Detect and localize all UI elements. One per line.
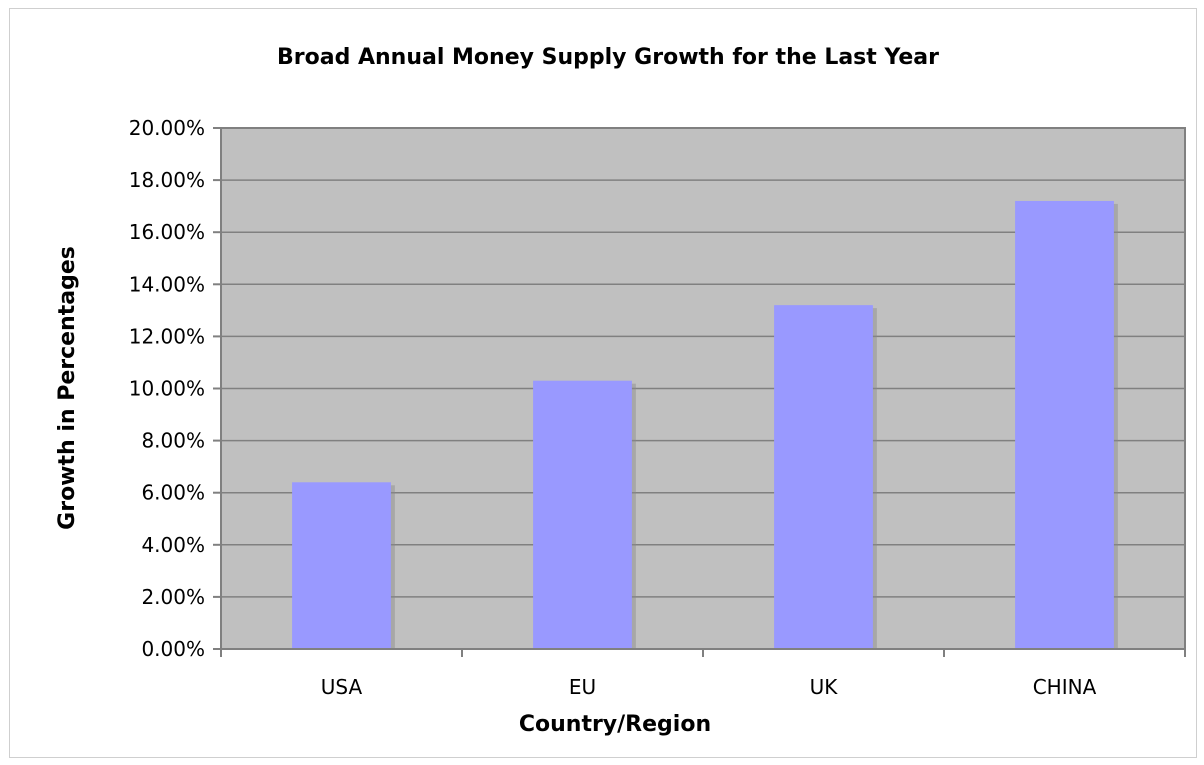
chart-title: Broad Annual Money Supply Growth for the… [277,45,939,70]
y-tick-label: 18.00% [129,168,205,192]
x-tick-label: USA [321,675,363,699]
y-tick-label: 14.00% [129,272,205,296]
y-tick-label: 16.00% [129,220,205,244]
y-tick-label: 10.00% [129,377,205,401]
bar-usa [292,482,391,649]
bar-china [1015,200,1114,649]
bar-eu [533,380,632,649]
y-tick-label: 12.00% [129,324,205,348]
y-tick-label: 2.00% [141,585,205,609]
x-tick-label: CHINA [1033,675,1097,699]
x-axis-title: Country/Region [519,712,711,737]
axes [213,127,1186,657]
x-tick-label: UK [810,675,839,699]
y-tick-label: 8.00% [141,429,205,453]
y-tick-label: 4.00% [141,533,205,557]
y-tick-labels: 0.00% 2.00% 4.00% 6.00% 8.00% 10.00% 12.00% 14.… [129,116,205,661]
y-tick-label: 20.00% [129,116,205,140]
y-tick-label: 6.00% [141,481,205,505]
y-tick-label: 0.00% [141,637,205,661]
chart-container: Broad Annual Money Supply Growth for the… [9,8,1197,758]
bar-chart: Broad Annual Money Supply Growth for the… [55,45,1186,737]
bars [292,200,1118,649]
x-tick-label: EU [569,675,596,699]
y-axis-title: Growth in Percentages [55,246,80,530]
bar-uk [774,305,873,649]
x-tick-labels: USA EU UK CHINA [321,675,1097,699]
